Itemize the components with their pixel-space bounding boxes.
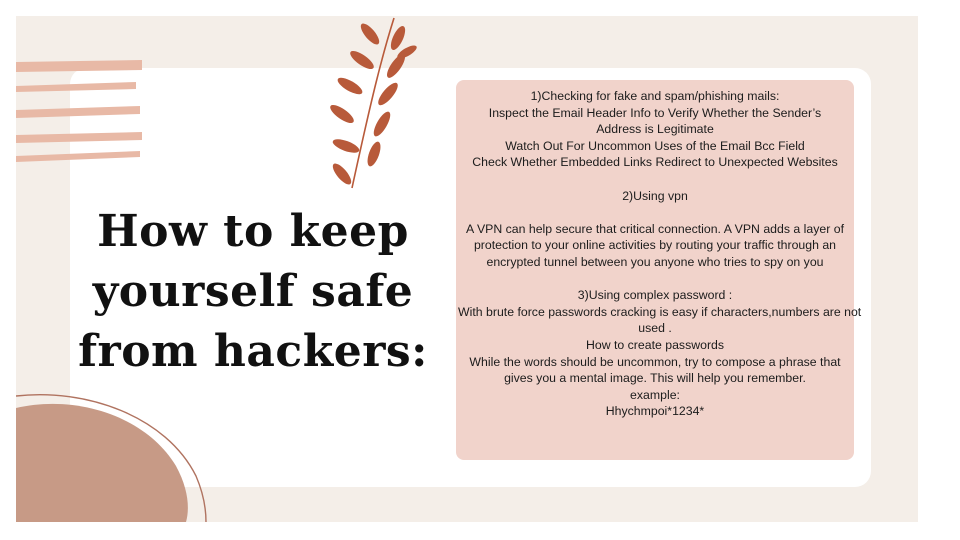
title-line: from hackers: (78, 326, 428, 377)
tip-line: Address is Legitimate (596, 122, 714, 137)
blob-decoration (16, 394, 207, 522)
tip-line: With brute force passwords cracking is e… (458, 304, 862, 319)
tip-line: Watch Out For Uncommon Uses of the Email… (505, 138, 805, 153)
title-line: How to keep (97, 206, 409, 257)
tip-line: Check Whether Embedded Links Redirect to… (472, 155, 838, 170)
tip-line: used . (638, 321, 672, 336)
stripes-decoration (16, 60, 142, 162)
tip-line: encrypted tunnel between you anyone who … (486, 254, 824, 269)
tip-line: protection to your online activities by … (473, 238, 837, 253)
tip-line: How to create passwords (585, 337, 725, 352)
slide: How to keep yourself safe from hackers: … (16, 16, 918, 522)
tip-line: gives you a mental image. This will help… (504, 371, 806, 386)
tip-line: 2)Using vpn (622, 188, 688, 203)
leaf-branch-decoration (330, 17, 417, 189)
tip-line (458, 171, 852, 188)
tip-line: 1)Checking for fake and spam/phishing ma… (530, 89, 780, 103)
tips-text-box: 1)Checking for fake and spam/phishing ma… (456, 80, 862, 460)
tip-line: Hhychmpoi*1234* (605, 404, 705, 419)
tip-line (458, 204, 852, 221)
tip-line: While the words should be uncommon, try … (469, 354, 841, 369)
tip-line: 3)Using complex password : (577, 288, 733, 303)
tip-line: example: (630, 387, 680, 402)
tip-line: A VPN can help secure that critical conn… (466, 221, 844, 236)
page-title: How to keep yourself safe from hackers: (78, 202, 428, 382)
title-line: yourself safe (92, 266, 414, 317)
tip-line (458, 271, 852, 288)
tip-line: Inspect the Email Header Info to Verify … (488, 105, 822, 120)
